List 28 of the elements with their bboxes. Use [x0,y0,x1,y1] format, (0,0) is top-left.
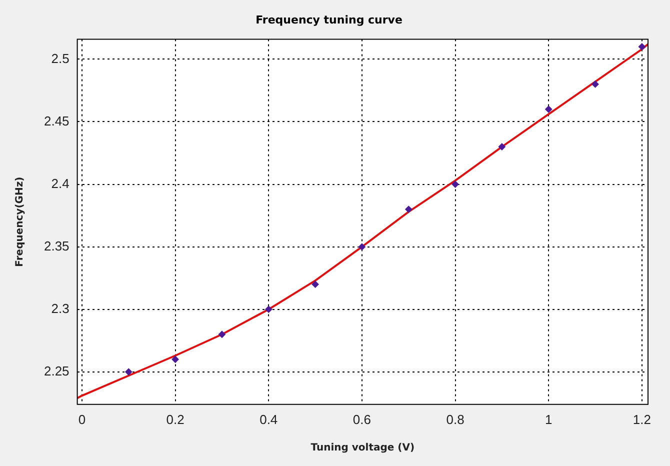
x-tick-label: 1 [544,412,552,427]
point [498,143,506,150]
point [638,43,646,50]
y-tick-label: 2.25 [44,363,70,378]
point [545,106,552,113]
x-tick-label: 0.6 [352,412,371,427]
point [265,306,272,313]
x-tick-label: 0.2 [166,412,184,427]
y-tick-label: 2.3 [51,300,70,316]
x-axis-title: Tuning voltage (V) [310,442,415,454]
point [312,280,319,288]
y-axis-title: Frequency(GHz) [14,176,26,267]
x-tick-label: 1.2 [632,412,651,427]
y-tick-label: 2.45 [44,113,70,128]
point [125,368,132,376]
point [172,356,179,363]
x-tick-label: 0.8 [446,412,464,427]
point [218,330,226,338]
point [452,180,459,188]
y-tick-label: 2.4 [51,176,70,191]
x-tick-label: 0.4 [260,412,278,427]
point [358,243,366,250]
point [405,206,412,213]
point [592,80,599,88]
chart-title: Frequency tuning curve [256,13,402,26]
y-tick-label: 2.35 [44,238,70,254]
y-tick-label: 2.5 [51,50,70,66]
x-tick-label: 0 [78,412,86,427]
